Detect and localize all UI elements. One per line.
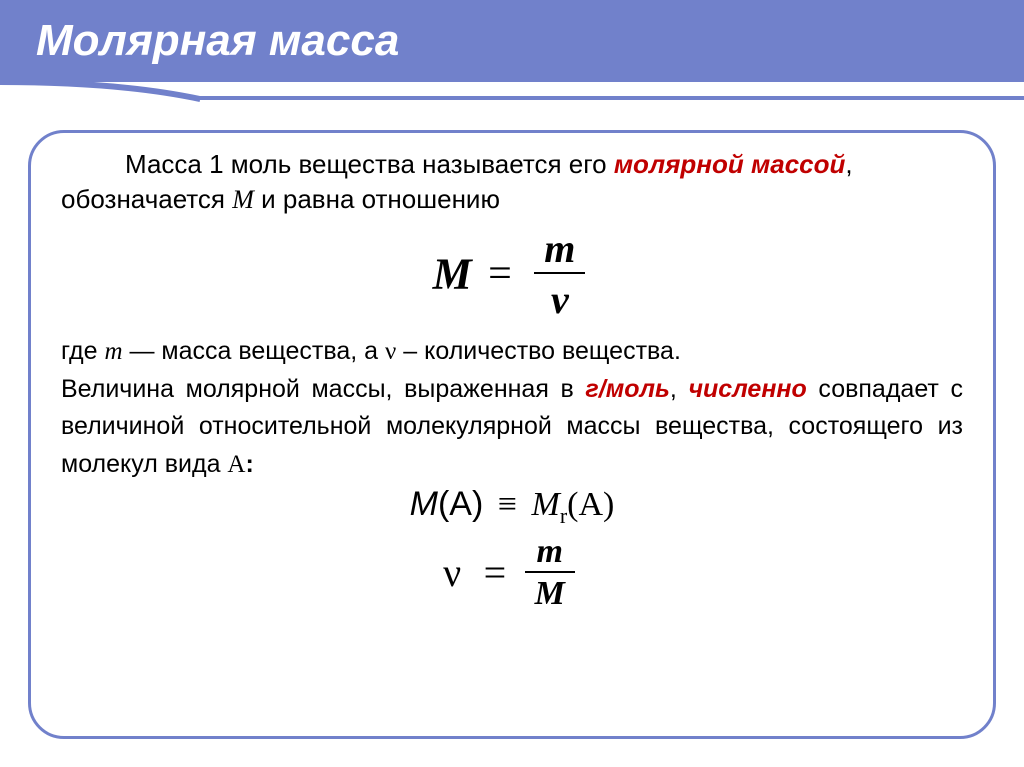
f2-lhs-arg: (A) [438, 485, 483, 523]
formula-molar-mass: M = m ν [61, 225, 963, 323]
p2-text-3: – количество вещества. [396, 337, 681, 365]
equiv-sign: ≡ [498, 486, 517, 523]
formula3-eq: = [484, 550, 507, 595]
formula3-lhs: ν [443, 550, 461, 595]
colon: : [245, 450, 253, 478]
content-panel: Масса 1 моль вещества называется его мол… [28, 130, 996, 739]
word-numerically: численно [688, 375, 806, 403]
var-m-small: m [104, 338, 122, 365]
p2-text-5: , [670, 375, 689, 403]
formula1-lhs: M [433, 250, 472, 299]
term-molar-mass: молярной массой [614, 149, 846, 179]
p2-text-1: где [61, 337, 104, 365]
p2-text-2: — масса вещества, а [123, 337, 386, 365]
formula1-eq: = [488, 251, 512, 297]
formula3-den: M [525, 571, 575, 613]
formula1-num: m [534, 225, 585, 272]
paragraph-2: где m — масса вещества, а ν – количество… [61, 333, 963, 483]
slide-header: Молярная масса [0, 0, 1024, 108]
p1-text-3: и равна отношению [254, 184, 500, 214]
var-m-big: M [232, 185, 254, 214]
unit-g-per-mol: г/моль [585, 375, 669, 403]
formula3-num: m [525, 533, 575, 571]
formula1-fraction: m ν [534, 225, 585, 323]
header-bar: Молярная масса [0, 0, 1024, 82]
f2-lhs-m: M [410, 485, 438, 523]
var-nu: ν [385, 338, 396, 365]
var-a: A [227, 451, 245, 478]
f2-rhs-m: M [531, 486, 559, 523]
formula-amount: ν = m M [61, 533, 963, 613]
header-swoosh [0, 80, 220, 116]
header-underline [200, 96, 1024, 100]
p2-text-4: Величина молярной массы, выраженная в [61, 375, 585, 403]
formula1-den: ν [534, 272, 585, 323]
formula-equivalence: M(A) ≡ Mr(A) [61, 485, 963, 529]
paragraph-1: Масса 1 моль вещества называется его мол… [61, 147, 963, 217]
page-title: Молярная масса [36, 16, 399, 66]
p1-text-1: Масса 1 моль вещества называется его [125, 149, 614, 179]
formula3-fraction: m M [525, 533, 575, 613]
f2-rhs-arg: (A) [567, 486, 614, 523]
